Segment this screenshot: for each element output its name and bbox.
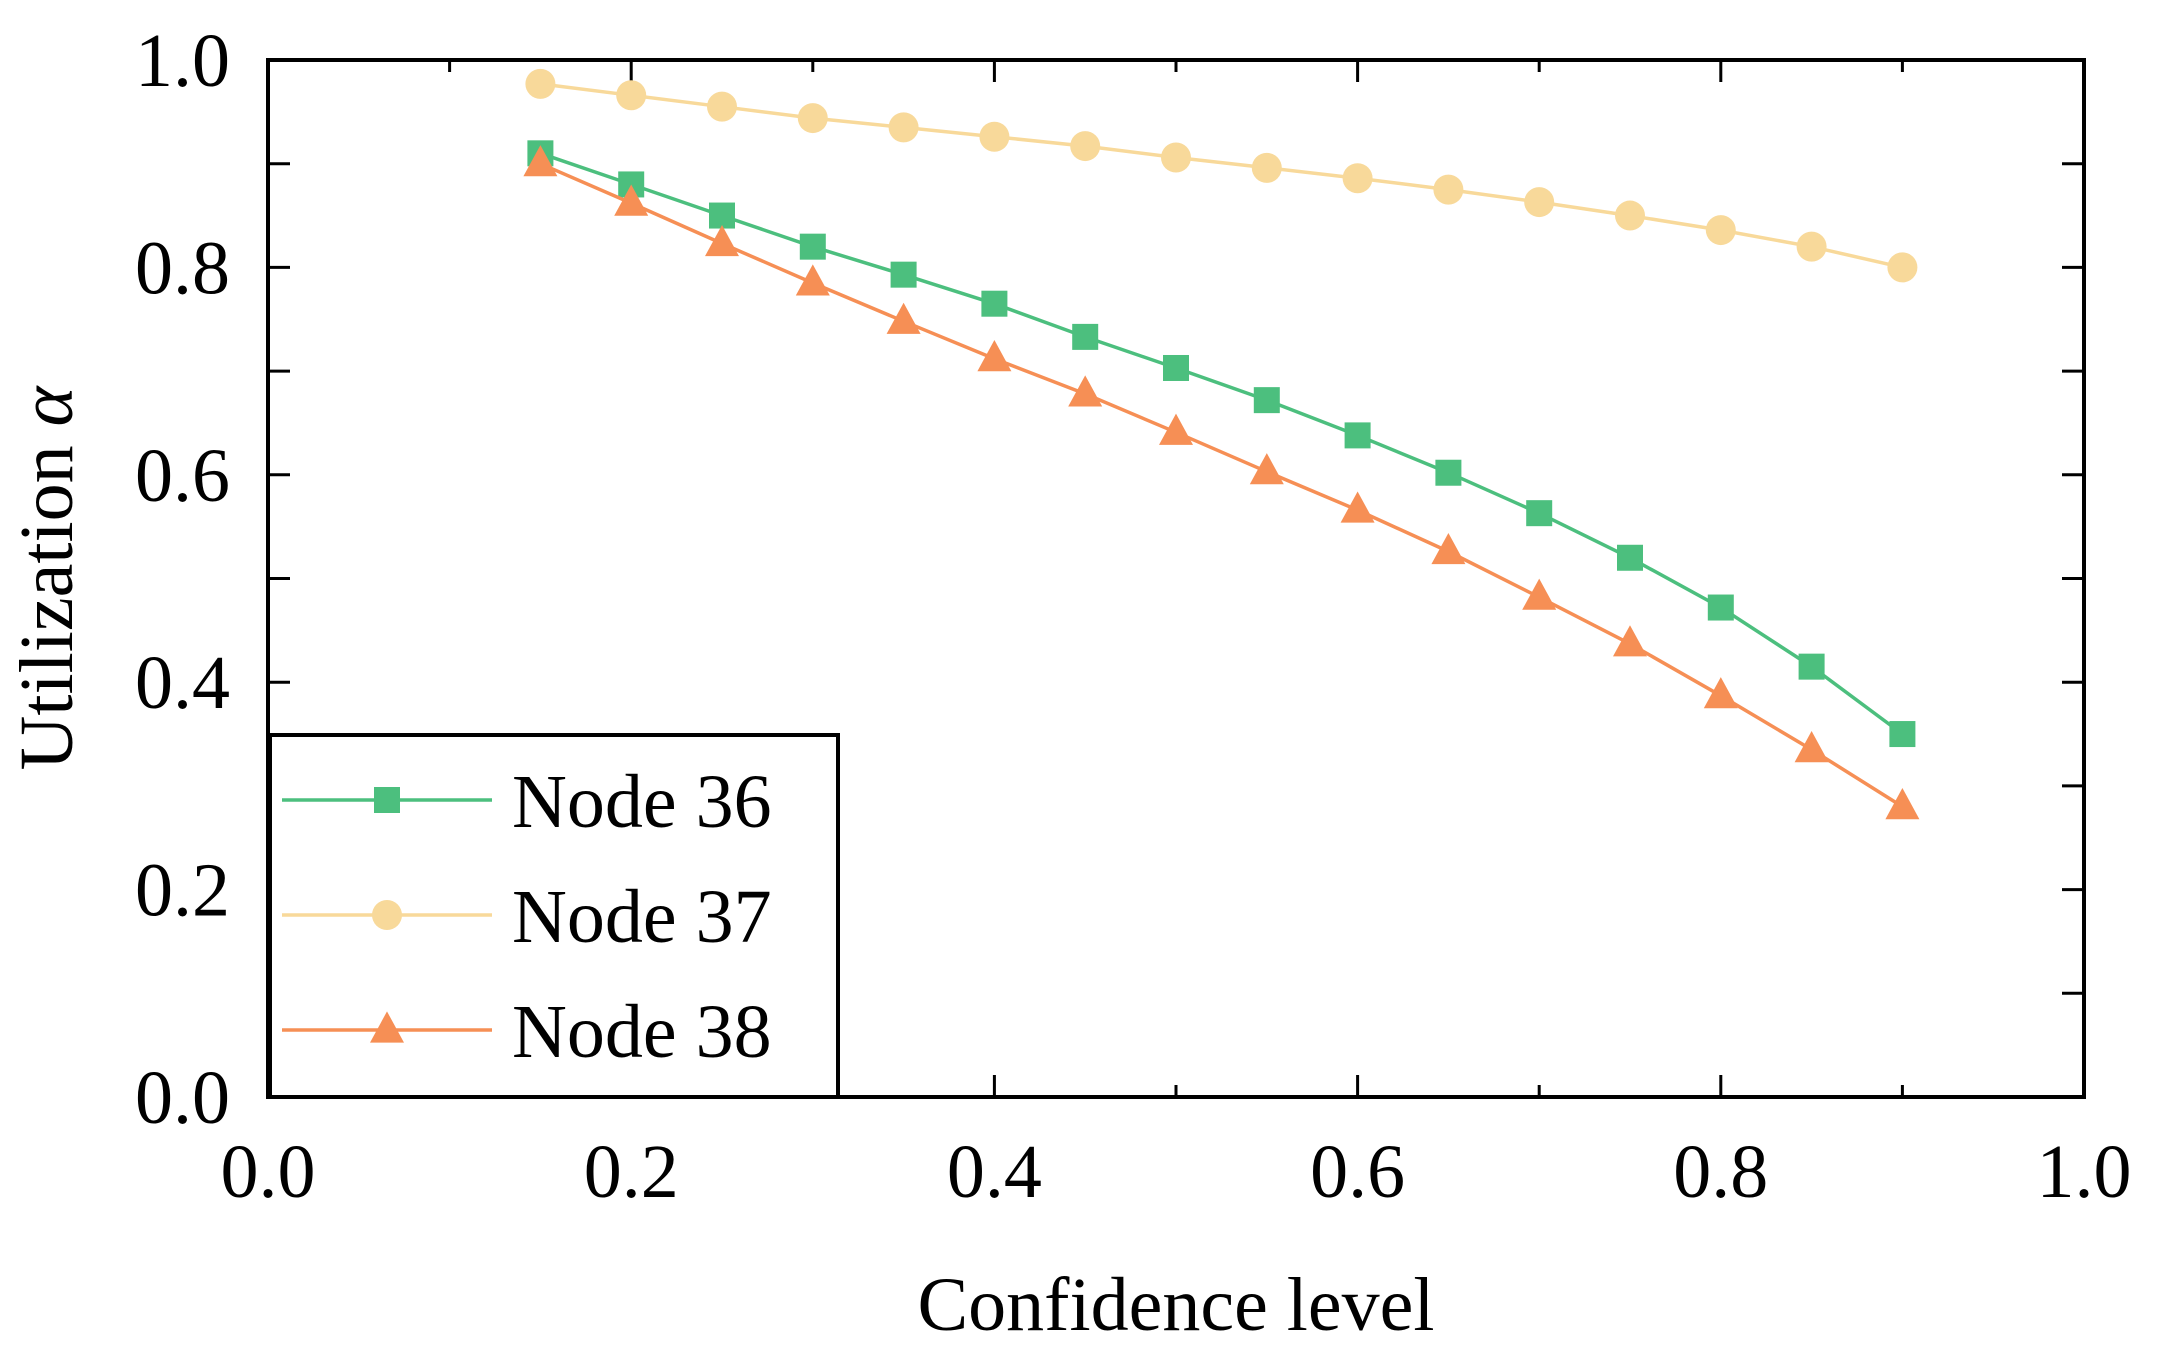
data-point — [1342, 163, 1373, 194]
data-point — [981, 290, 1008, 317]
legend-label: Node 38 — [512, 990, 772, 1074]
legend-label: Node 36 — [512, 760, 772, 844]
data-point — [886, 302, 921, 334]
data-series — [523, 68, 1920, 820]
legend-marker — [370, 1011, 404, 1043]
data-point — [525, 68, 556, 99]
data-point — [1251, 152, 1282, 183]
data-point — [1796, 231, 1827, 262]
data-point — [705, 224, 739, 257]
data-point — [1613, 625, 1647, 657]
data-point — [797, 103, 828, 134]
y-axis-title: Utilization α — [5, 384, 89, 770]
y-tick-label: 0.0 — [135, 1056, 230, 1140]
data-point — [1072, 323, 1099, 350]
x-tick-label: 0.8 — [1673, 1130, 1768, 1214]
y-tick-label: 0.8 — [135, 226, 230, 310]
y-axis-title-text: Utilization — [5, 445, 89, 770]
data-point — [1522, 578, 1557, 610]
series-node-38 — [523, 145, 1920, 820]
data-point — [1433, 174, 1464, 205]
x-tick-label: 0.4 — [947, 1130, 1042, 1214]
data-point — [1889, 721, 1916, 748]
series-node-36 — [527, 140, 1916, 748]
data-point — [979, 121, 1010, 152]
tick-labels: 0.0 0.2 0.4 0.6 0.8 1.0 0.0 0.2 0.4 0.6 0.8 1.0 — [135, 19, 2132, 1214]
legend-marker — [374, 787, 400, 813]
x-tick-label: 0.0 — [221, 1130, 316, 1214]
y-tick-label: 1.0 — [135, 19, 230, 103]
data-point — [1885, 788, 1920, 820]
data-point — [614, 184, 649, 216]
data-point — [1524, 187, 1555, 218]
data-point — [707, 91, 737, 122]
data-point — [1068, 375, 1103, 407]
x-tick-label: 0.2 — [584, 1130, 679, 1214]
data-point — [1707, 594, 1734, 621]
data-point — [799, 233, 826, 260]
x-tick-label: 1.0 — [2037, 1130, 2132, 1214]
series-line — [539, 162, 1904, 809]
data-point — [1253, 387, 1280, 414]
y-tick-label: 0.4 — [135, 641, 230, 725]
data-point — [1163, 354, 1189, 381]
data-point — [795, 264, 830, 296]
data-point — [1794, 731, 1829, 763]
series-node-37 — [525, 68, 1918, 283]
x-axis-title: Confidence level — [917, 1263, 1434, 1347]
plot-frame — [266, 58, 2086, 1099]
data-point — [1249, 453, 1284, 485]
data-point — [1161, 142, 1191, 173]
legend-item: Node 38 — [282, 990, 772, 1074]
data-point — [890, 261, 917, 288]
data-point — [1344, 422, 1371, 449]
legend-item: Node 37 — [282, 875, 772, 959]
data-point — [523, 145, 558, 177]
data-point — [1703, 677, 1738, 709]
data-point — [616, 80, 647, 111]
data-point — [1887, 252, 1918, 283]
y-tick-label: 0.6 — [135, 434, 230, 518]
legend: Node 36 Node 37 Node 38 — [268, 733, 840, 1099]
data-point — [1431, 532, 1466, 565]
x-tick-label: 0.6 — [1310, 1130, 1405, 1214]
series-line — [539, 151, 1904, 736]
data-point — [1340, 491, 1375, 523]
data-point — [1798, 653, 1825, 680]
series-line — [540, 82, 1903, 270]
data-point — [1435, 459, 1462, 486]
y-axis-title-symbol: α — [5, 384, 89, 426]
data-point — [888, 112, 919, 143]
data-point — [1070, 131, 1101, 162]
legend-marker — [372, 900, 402, 930]
legend-item: Node 36 — [282, 760, 772, 844]
data-point — [1615, 200, 1645, 231]
data-point — [1705, 215, 1736, 246]
data-point — [1617, 544, 1643, 571]
legend-label: Node 37 — [512, 875, 772, 959]
y-tick-label: 0.2 — [135, 849, 230, 933]
data-point — [709, 202, 735, 229]
data-point — [1526, 500, 1553, 527]
data-point — [977, 340, 1012, 372]
data-point — [1159, 413, 1193, 445]
